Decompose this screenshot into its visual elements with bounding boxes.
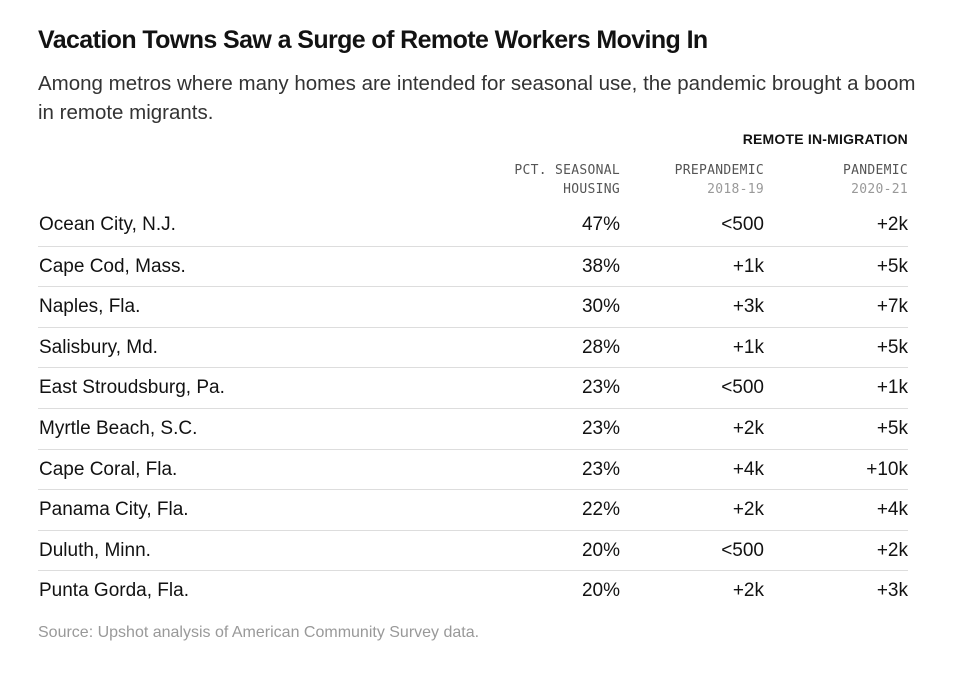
column-header-pre-line1: PREPANDEMIC — [674, 163, 764, 178]
prepandemic-cell: +1k — [732, 336, 764, 358]
pandemic-cell: +5k — [876, 417, 908, 439]
column-header-pan-line1: PANDEMIC — [842, 163, 908, 178]
metro-name-cell: Duluth, Minn. — [39, 539, 151, 561]
prepandemic-cell: +2k — [732, 580, 764, 602]
pandemic-cell: +2k — [876, 539, 908, 561]
pct-seasonal-cell: 23% — [581, 458, 620, 480]
metro-name-cell: Ocean City, N.J. — [39, 214, 176, 235]
pandemic-cell: +3k — [876, 580, 908, 602]
prepandemic-cell: <500 — [721, 539, 764, 561]
metro-name-cell: East Stroudsburg, Pa. — [39, 377, 225, 399]
pandemic-cell: +2k — [876, 214, 908, 235]
prepandemic-cell: +2k — [732, 417, 764, 439]
table-row: Cape Coral, Fla. 23% +4k +10k — [38, 448, 908, 490]
column-header-pandemic: PANDEMIC 2020-21 — [788, 161, 908, 199]
pct-seasonal-cell: 23% — [581, 417, 620, 439]
group-header-remote-in-migration: REMOTE IN-MIGRATION — [742, 131, 908, 147]
source-note: Source: Upshot analysis of American Comm… — [38, 624, 480, 641]
pandemic-cell: +10k — [866, 458, 908, 480]
table-row: Ocean City, N.J. 47% <500 +2k — [38, 205, 908, 246]
pct-seasonal-cell: 20% — [581, 539, 620, 561]
table-row: East Stroudsburg, Pa. 23% <500 +1k — [38, 367, 908, 408]
data-table: Ocean City, N.J. 47% <500 +2k Cape Cod, Mass… — [38, 205, 908, 611]
pandemic-cell: +1k — [876, 377, 908, 399]
prepandemic-cell: +1k — [732, 255, 764, 277]
metro-name-cell: Myrtle Beach, S.C. — [39, 417, 198, 439]
pct-seasonal-cell: 28% — [581, 336, 620, 358]
table-row: Duluth, Minn. 20% <500 +2k — [38, 529, 908, 571]
pandemic-cell: +7k — [876, 296, 908, 318]
prepandemic-cell: <500 — [721, 214, 764, 235]
prepandemic-cell: <500 — [721, 377, 764, 399]
prepandemic-cell: +2k — [732, 499, 764, 521]
pct-seasonal-cell: 47% — [581, 214, 620, 235]
column-header-pre-line2: 2018-19 — [707, 182, 764, 197]
metro-name-cell: Cape Coral, Fla. — [39, 458, 178, 480]
pct-seasonal-cell: 20% — [581, 580, 620, 602]
metro-name-cell: Naples, Fla. — [39, 296, 141, 318]
table-row: Myrtle Beach, S.C. 23% +2k +5k — [38, 407, 908, 449]
table-row: Naples, Fla. 30% +3k +7k — [38, 286, 908, 327]
column-header-pct-line1: PCT. SEASONAL — [514, 163, 620, 178]
metro-name-cell: Cape Cod, Mass. — [39, 255, 186, 277]
chart-subtitle: Among metros where many homes are intend… — [38, 72, 916, 124]
pandemic-cell: +5k — [876, 255, 908, 277]
metro-name-cell: Salisbury, Md. — [39, 336, 158, 358]
column-header-prepandemic: PREPANDEMIC 2018-19 — [614, 161, 764, 199]
table-row: Salisbury, Md. 28% +1k +5k — [38, 326, 908, 368]
pct-seasonal-cell: 22% — [581, 499, 620, 521]
metro-name-cell: Panama City, Fla. — [39, 499, 189, 521]
pandemic-cell: +4k — [876, 499, 908, 521]
metro-name-cell: Punta Gorda, Fla. — [39, 580, 189, 602]
column-header-pct-line2: HOUSING — [563, 182, 620, 197]
pct-seasonal-cell: 23% — [581, 377, 620, 399]
pandemic-cell: +5k — [876, 336, 908, 358]
prepandemic-cell: +3k — [732, 296, 764, 318]
table-row: Punta Gorda, Fla. 20% +2k +3k — [38, 570, 908, 611]
column-header-pct-seasonal: PCT. SEASONAL HOUSING — [450, 161, 620, 199]
table-row: Panama City, Fla. 22% +2k +4k — [38, 489, 908, 530]
pct-seasonal-cell: 38% — [581, 255, 620, 277]
chart-title: Vacation Towns Saw a Surge of Remote Wor… — [38, 26, 708, 54]
column-header-pan-line2: 2020-21 — [851, 182, 908, 197]
table-row: Cape Cod, Mass. 38% +1k +5k — [38, 245, 908, 287]
pct-seasonal-cell: 30% — [581, 296, 620, 318]
prepandemic-cell: +4k — [732, 458, 764, 480]
